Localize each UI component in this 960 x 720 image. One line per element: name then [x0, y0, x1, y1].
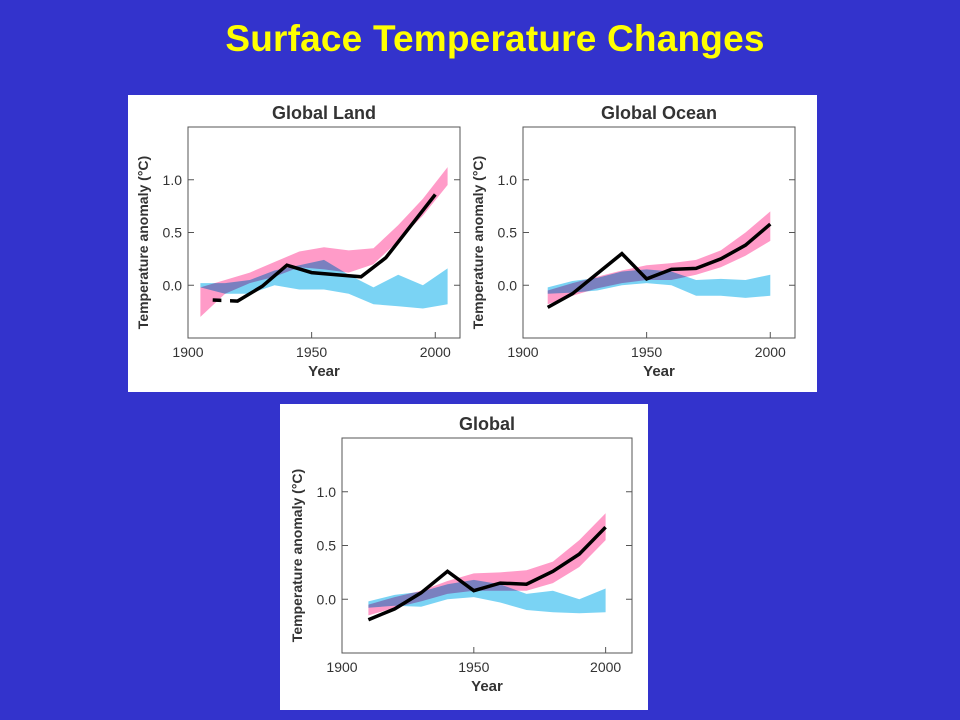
- x-tick-label: 1900: [507, 344, 538, 360]
- y-tick-label: 0.0: [498, 277, 518, 293]
- chart-title: Global Ocean: [601, 103, 717, 123]
- observed-line: [367, 525, 607, 622]
- x-tick-label: 2000: [755, 344, 786, 360]
- chart-global-ocean: Global Ocean 0.0 0.5 1.0 1900 1950 2000 Year Tem…: [470, 103, 796, 380]
- chart-title: Global Land: [272, 103, 376, 123]
- y-tick-label: 0.5: [498, 225, 518, 241]
- y-tick-label: 0.0: [317, 591, 337, 607]
- plot-area: [367, 513, 607, 622]
- y-axis-label: Temperature anomaly (°C): [289, 469, 305, 642]
- x-tick-label: 1950: [631, 344, 662, 360]
- x-axis-label: Year: [471, 678, 503, 695]
- x-axis-label: Year: [643, 363, 675, 380]
- observed-line: [546, 222, 772, 309]
- y-tick-label: 0.0: [163, 277, 183, 293]
- y-axis-label: Temperature anomaly (°C): [470, 156, 486, 329]
- bottom-figure-panel: Global 0.0 0.5 1.0 1900 1950 2000 Year Temperatu…: [280, 404, 648, 710]
- model-band-natural-only: [368, 579, 606, 614]
- x-tick-label: 2000: [420, 344, 451, 360]
- x-tick-label: 2000: [590, 659, 621, 675]
- chart-title: Global: [459, 414, 515, 434]
- observed-line: [212, 193, 437, 303]
- y-axis-label: Temperature anomaly (°C): [135, 156, 151, 329]
- chart-global: Global 0.0 0.5 1.0 1900 1950 2000 Year Temperatu…: [289, 414, 633, 695]
- chart-global-land: Global Land 0.0 0.5 1.0 1900 1950 2000 Year Temp…: [135, 103, 461, 380]
- y-tick-label: 0.5: [163, 225, 183, 241]
- model-band-natural-only: [200, 259, 448, 309]
- y-tick-label: 1.0: [163, 172, 183, 188]
- top-figure-panel: Global Land 0.0 0.5 1.0 1900 1950 2000 Year Temp…: [128, 95, 817, 392]
- x-tick-label: 1950: [458, 659, 489, 675]
- x-tick-label: 1900: [326, 659, 357, 675]
- model-band-natural-only: [547, 269, 771, 298]
- y-tick-label: 1.0: [317, 484, 337, 500]
- x-axis-label: Year: [308, 363, 340, 380]
- x-tick-label: 1950: [296, 344, 327, 360]
- x-tick-label: 1900: [172, 344, 203, 360]
- plot-area: [200, 167, 448, 317]
- slide-title: Surface Temperature Changes: [225, 18, 765, 59]
- plot-area: [546, 211, 772, 309]
- y-tick-label: 0.5: [317, 538, 337, 554]
- y-tick-label: 1.0: [498, 172, 518, 188]
